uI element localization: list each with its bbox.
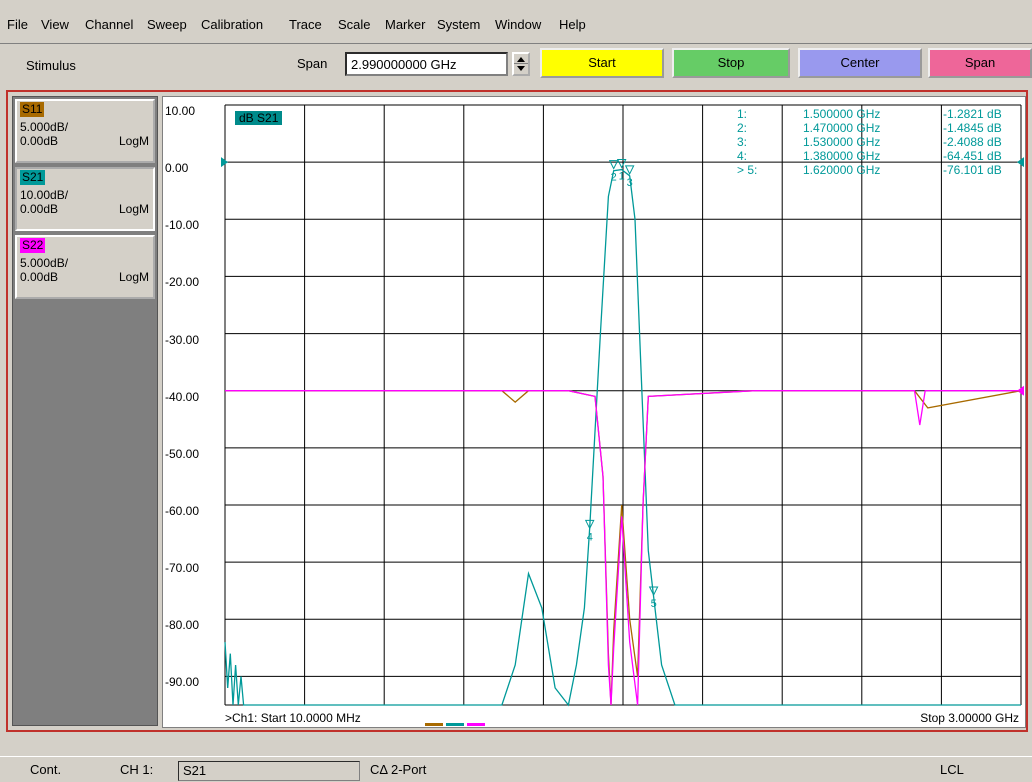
stop-button[interactable]: Stop <box>672 48 790 78</box>
status-bar: Cont. CH 1: S21 CΔ 2-Port LCL <box>0 756 1032 782</box>
y-tick-label: -50.00 <box>165 446 200 461</box>
y-tick-label: -10.00 <box>165 218 200 233</box>
marker-freq: 1.620000 GHz <box>803 163 881 177</box>
trace-legend-swatches <box>425 717 488 731</box>
trace-s22 <box>225 390 1021 706</box>
y-tick-label: -70.00 <box>165 561 200 576</box>
marker-freq: 1.530000 GHz <box>803 135 881 149</box>
trace-s22-button[interactable]: S22 5.000dB/ 0.00dB LogM <box>15 235 155 299</box>
plot-footer-stop: Stop 3.00000 GHz <box>920 711 1019 725</box>
menu-system[interactable]: System <box>437 17 481 32</box>
y-tick-label: -60.00 <box>165 504 200 518</box>
spin-down-icon[interactable] <box>517 66 525 71</box>
trace-s11-ref: 0.00dB <box>20 134 59 148</box>
trace-s22-name: S22 <box>20 238 46 253</box>
menu-view[interactable]: View <box>41 17 69 32</box>
marker-2 <box>608 160 619 170</box>
trace-s21 <box>224 168 1021 707</box>
trace-s22-format: LogM <box>118 270 149 284</box>
trace-s11-scale: 5.000dB/ <box>20 120 69 134</box>
marker-3 <box>624 165 635 176</box>
marker-value: -1.2821 dB <box>943 107 1002 121</box>
y-tick-label: 0.00 <box>165 161 189 176</box>
marker-id: 2: <box>737 121 748 135</box>
trace-s11-format: LogM <box>118 134 149 148</box>
span-spinner[interactable] <box>512 52 530 76</box>
marker-id: > 5: <box>737 163 758 177</box>
y-tick-label: -90.00 <box>165 675 200 690</box>
menu-help[interactable]: Help <box>559 17 586 32</box>
marker-value: -76.101 dB <box>943 163 1002 177</box>
trace-s21-scale: 10.00dB/ <box>20 188 69 202</box>
trace-s21-name: S21 <box>20 170 46 185</box>
legend-swatch-s21 <box>446 723 464 727</box>
marker-id: 3: <box>737 135 748 149</box>
marker-id: 4: <box>737 149 748 163</box>
marker-1 <box>616 158 627 169</box>
status-mode: Cont. <box>30 762 62 777</box>
marker-value: -1.4845 dB <box>943 121 1002 135</box>
marker-label-1: 1 <box>619 170 625 182</box>
menu-file[interactable]: File <box>7 17 28 32</box>
status-calibration: CΔ 2-Port <box>370 762 427 777</box>
trace-s11-button[interactable]: S11 5.000dB/ 0.00dB LogM <box>15 99 155 163</box>
menu-window[interactable]: Window <box>495 17 542 32</box>
y-tick-label: -30.00 <box>165 332 200 347</box>
span-button[interactable]: Span <box>928 48 1032 78</box>
trace-s11-name: S11 <box>20 102 45 117</box>
plot-title: dB S21 <box>235 111 283 125</box>
marker-label-5: 5 <box>651 598 657 610</box>
marker-value: -64.451 dB <box>943 149 1002 163</box>
marker-label-3: 3 <box>627 177 633 189</box>
trace-panel: S11 5.000dB/ 0.00dB LogM S21 10.00dB/ 0.… <box>12 96 158 726</box>
menu-bar: File View Channel Sweep Calibration Trac… <box>0 0 1032 44</box>
legend-swatch-s22 <box>467 723 485 727</box>
plot-svg: 12 3 4 5 <box>221 104 1024 707</box>
marker-label-2: 2 <box>611 172 617 184</box>
y-tick-label: -40.00 <box>165 389 200 404</box>
menu-channel[interactable]: Channel <box>85 17 134 32</box>
marker-label-4: 4 <box>587 531 593 543</box>
start-button[interactable]: Start <box>540 48 664 78</box>
spin-up-icon[interactable] <box>517 57 525 62</box>
center-button[interactable]: Center <box>798 48 922 78</box>
marker-id: 1: <box>737 107 748 121</box>
marker-value: -2.4088 dB <box>943 135 1002 149</box>
legend-swatch-s11 <box>425 723 443 727</box>
reference-arrow-right <box>1017 157 1024 168</box>
menu-scale[interactable]: Scale <box>338 17 371 32</box>
menu-marker[interactable]: Marker <box>385 17 426 32</box>
status-lcl: LCL <box>940 762 964 777</box>
trace-s21-button[interactable]: S21 10.00dB/ 0.00dB LogM <box>15 167 155 231</box>
menu-sweep[interactable]: Sweep <box>147 17 187 32</box>
reference-arrow-left <box>221 157 228 168</box>
marker-freq: 1.470000 GHz <box>803 121 881 135</box>
span-label: Span <box>297 56 328 71</box>
span-input[interactable] <box>345 52 508 76</box>
stimulus-label: Stimulus <box>26 58 76 73</box>
status-trace: S21 <box>178 761 360 781</box>
stimulus-toolbar: Stimulus Span Start Stop Center Span <box>0 44 1032 88</box>
plot-footer-start: >Ch1: Start 10.0000 MHz <box>225 711 361 725</box>
marker-4 <box>584 519 595 530</box>
y-tick-label: 10.00 <box>165 104 196 118</box>
y-tick-label: -80.00 <box>165 618 200 633</box>
trace-s21-format: LogM <box>118 202 149 216</box>
menu-trace[interactable]: Trace <box>289 17 322 32</box>
trace-s21-ref: 0.00dB <box>20 202 59 216</box>
marker-freq: 1.500000 GHz <box>803 107 881 121</box>
marker-freq: 1.380000 GHz <box>803 149 881 163</box>
trace-s22-ref: 0.00dB <box>20 270 59 284</box>
measurement-window: S11 5.000dB/ 0.00dB LogM S21 10.00dB/ 0.… <box>6 90 1028 732</box>
spin-divider <box>514 63 528 64</box>
y-tick-label: -20.00 <box>165 275 200 290</box>
trace-s22-scale: 5.000dB/ <box>20 256 69 270</box>
marker-5 <box>648 586 659 597</box>
status-channel: CH 1: <box>120 762 154 777</box>
menu-calibration[interactable]: Calibration <box>201 17 264 32</box>
